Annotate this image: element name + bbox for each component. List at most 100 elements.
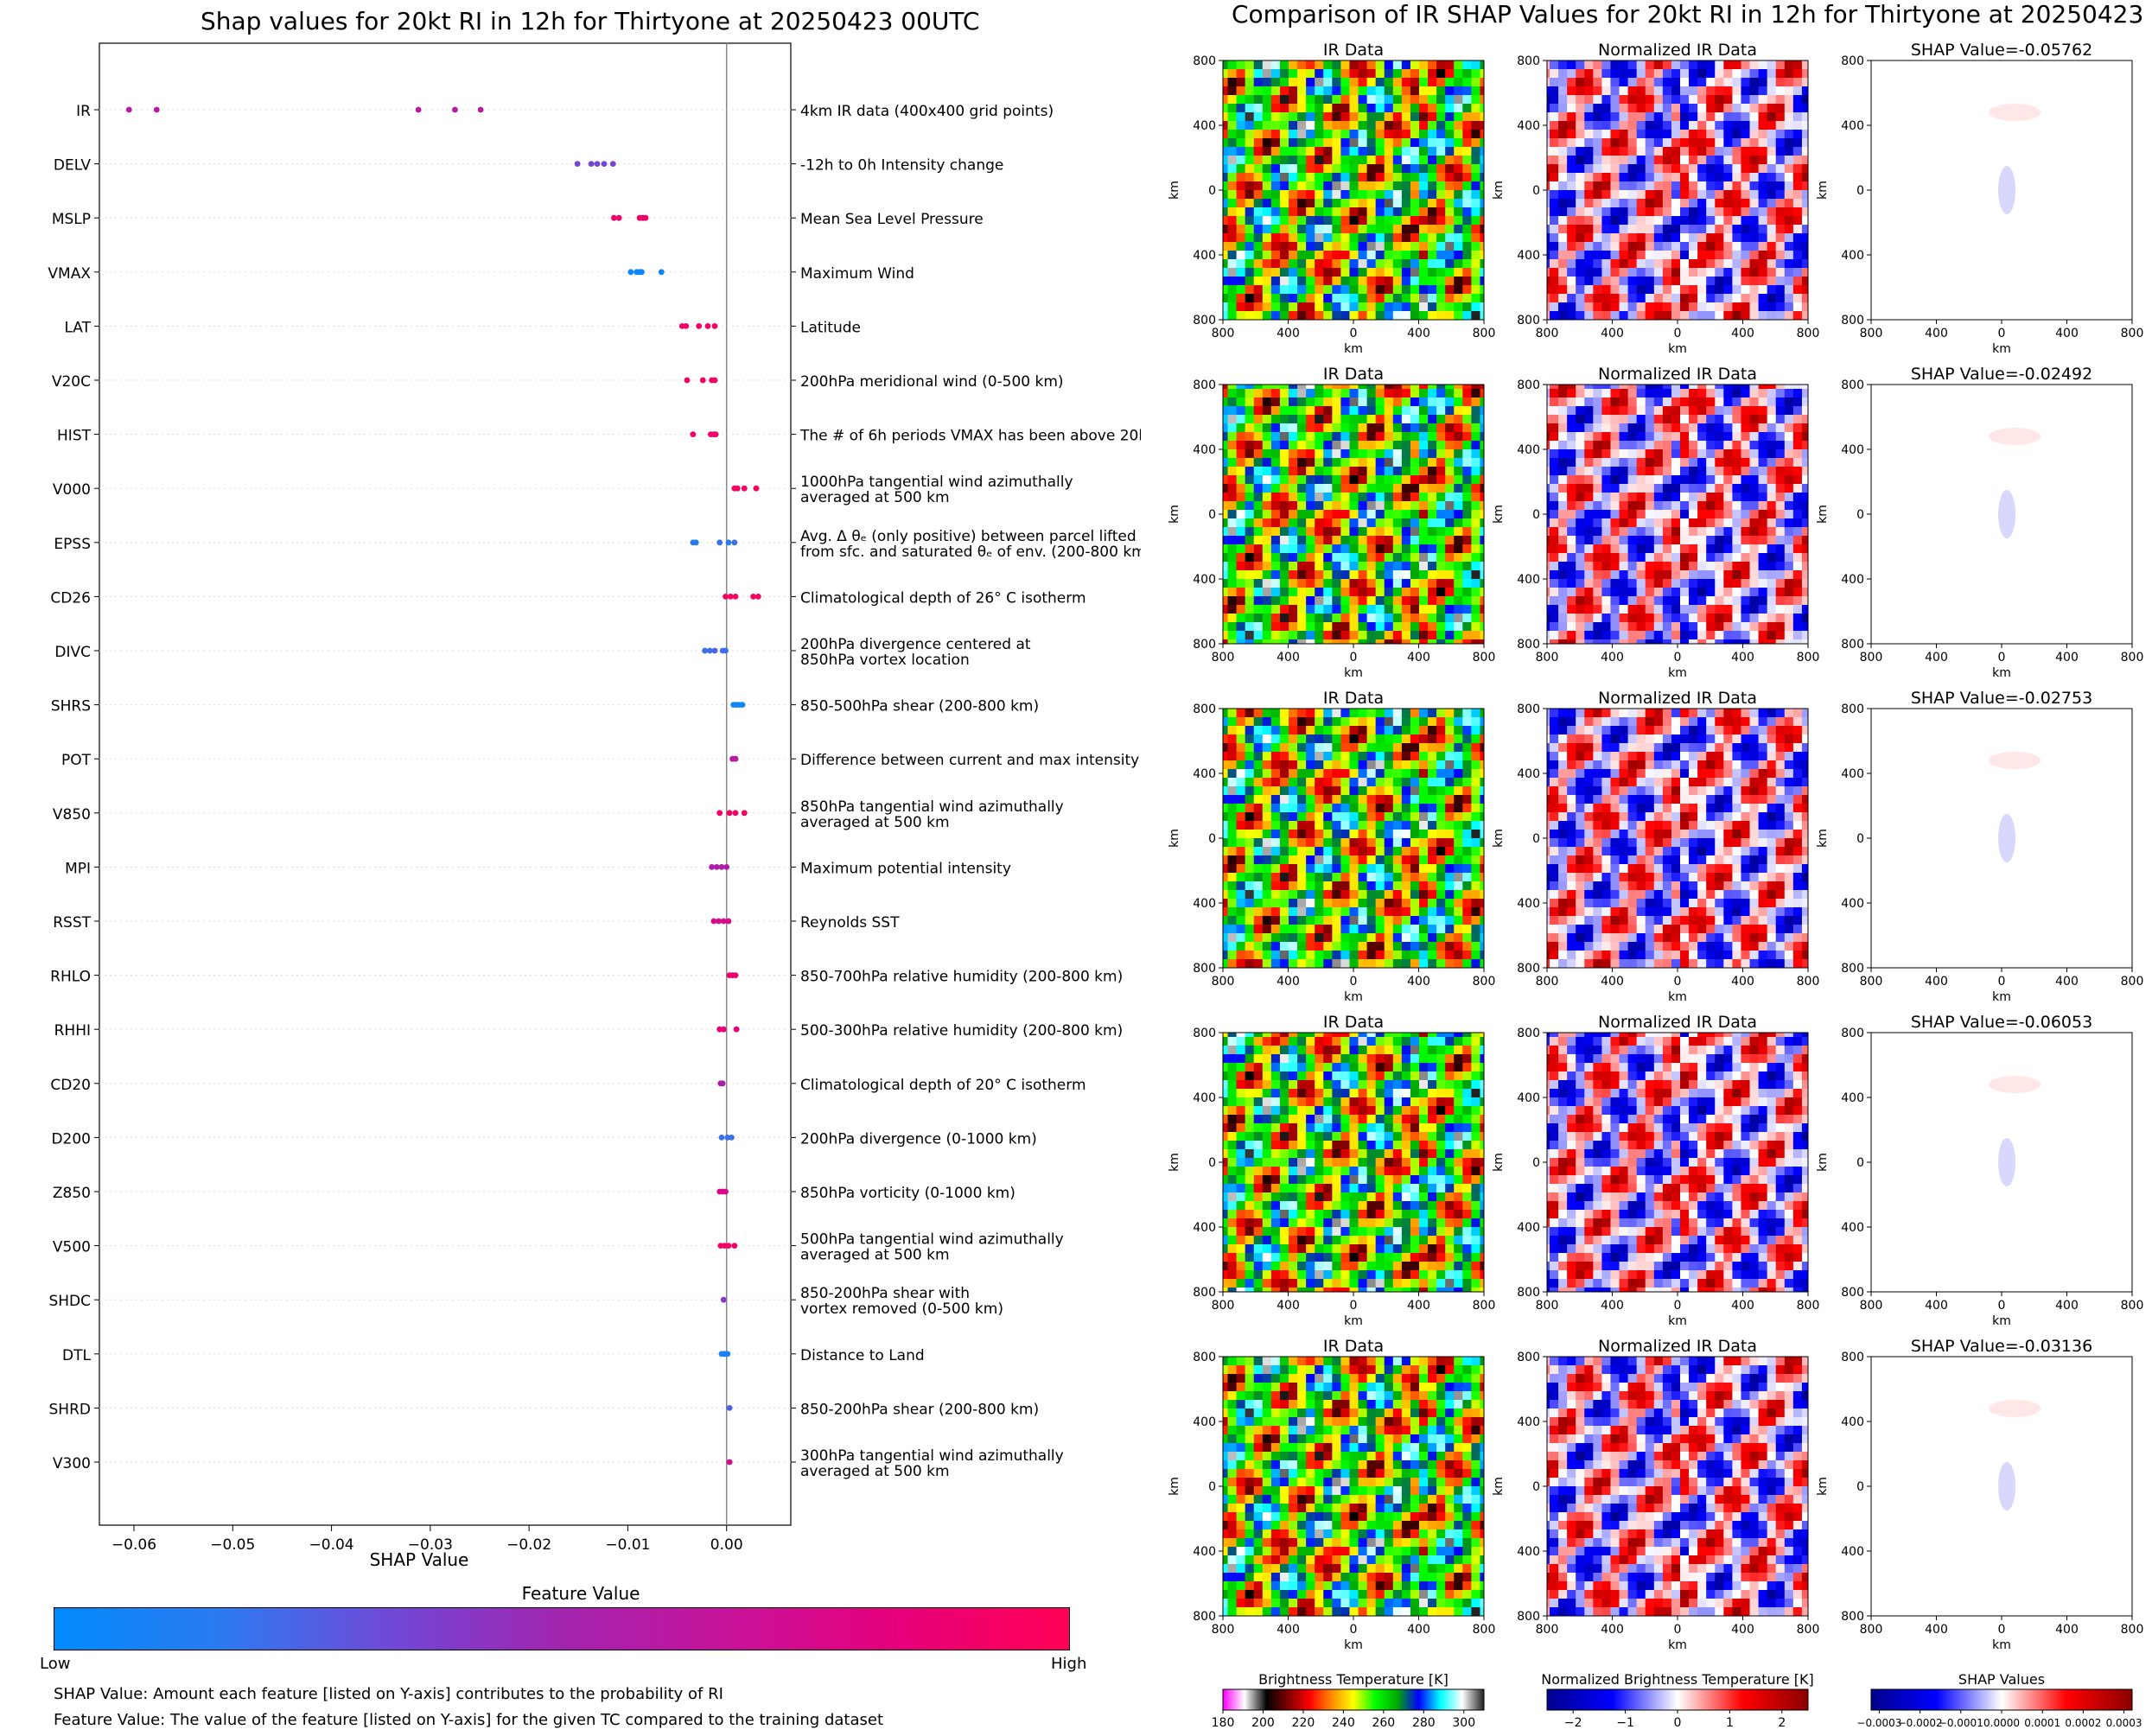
shap-blob — [1989, 1400, 2041, 1417]
shap-point — [658, 269, 665, 276]
y-tick-label: 0 — [1208, 1480, 1216, 1494]
colorbar-tick-label: 180 — [1212, 1716, 1235, 1730]
y-tick-label: 800 — [1841, 703, 1864, 716]
y-tick-label: 800 — [1841, 1351, 1864, 1364]
y-axis-label: km — [1168, 505, 1181, 524]
shap-point — [153, 106, 160, 113]
x-tick-label: 400 — [1925, 1299, 1948, 1313]
x-tick-label: 800 — [1536, 1623, 1559, 1637]
x-tick-label: 800 — [1473, 327, 1496, 340]
x-tick-label: 400 — [1601, 1623, 1624, 1637]
feature-description: 200hPa meridional wind (0-500 km) — [800, 373, 1064, 391]
y-tick-label: 800 — [1517, 54, 1540, 68]
y-tick-label: 800 — [1841, 1610, 1864, 1624]
shap-point — [729, 1135, 735, 1141]
shap-blob — [1989, 104, 2041, 121]
shap-blob — [1998, 490, 2016, 538]
x-tick-label: 800 — [1473, 651, 1496, 665]
ir-data-panel-title: IR Data — [1323, 41, 1384, 60]
ir-panel-grid: IR Data 800 800 400 400 0 0 400 400 800 800 km km Nor… — [1168, 41, 2144, 1730]
shap-point — [601, 161, 608, 168]
shap-blob — [1998, 1462, 2016, 1510]
y-tick-label: 800 — [1193, 1351, 1216, 1364]
y-tick-label: 800 — [1841, 54, 1864, 68]
shap-point — [609, 161, 616, 168]
y-tick-label: 400 — [1517, 443, 1540, 457]
x-axis-label: km — [1344, 990, 1363, 1004]
ir-data-image — [1222, 1356, 1485, 1617]
shap-value-panel-title: SHAP Value=-0.02492 — [1911, 365, 2092, 384]
shap-point — [684, 377, 691, 384]
y-tick-label: 0 — [1856, 508, 1864, 522]
x-axis-label: km — [1992, 1314, 2011, 1328]
x-tick-label: 0 — [1350, 1299, 1358, 1313]
feature-label: V300 — [53, 1455, 91, 1472]
x-axis-label: km — [1344, 342, 1363, 356]
normalized-ir-panel-title: Normalized IR Data — [1598, 1337, 1757, 1356]
shap-point — [750, 594, 756, 600]
shap-point — [415, 106, 422, 113]
x-tick-label: 400 — [1277, 1299, 1300, 1313]
colorbar-low-label: Low — [40, 1655, 71, 1673]
x-tick-label: −0.06 — [111, 1536, 156, 1554]
shap-point — [718, 1135, 725, 1141]
y-tick-label: 400 — [1841, 1221, 1864, 1235]
x-tick-label: 800 — [1860, 327, 1883, 340]
x-tick-label: 400 — [2055, 1299, 2079, 1313]
x-tick-label: 800 — [1797, 1299, 1820, 1313]
colorbar — [1222, 1688, 1485, 1711]
colorbar-title: SHAP Values — [1958, 1671, 2045, 1688]
y-tick-label: 400 — [1193, 1091, 1216, 1105]
feature-label: IR — [76, 103, 91, 120]
x-tick-label: 400 — [1731, 1299, 1754, 1313]
ir-data-image — [1222, 708, 1485, 969]
x-tick-label: 400 — [2055, 1623, 2079, 1637]
y-tick-label: 400 — [1193, 249, 1216, 263]
x-tick-label: 400 — [1601, 1299, 1624, 1313]
shap-point — [713, 864, 720, 870]
shap-point — [683, 323, 690, 329]
shap-value-panel-title: SHAP Value=-0.03136 — [1911, 1337, 2092, 1356]
feature-description: 4km IR data (400x400 grid points) — [800, 103, 1054, 120]
shap-point — [739, 702, 746, 708]
feature-description: Maximum Wind — [800, 265, 914, 283]
x-tick-label: 800 — [1860, 975, 1883, 989]
feature-label: SHDC — [48, 1293, 91, 1310]
y-tick-label: 0 — [1208, 184, 1216, 198]
colorbar-high-label: High — [1051, 1655, 1087, 1673]
shap-point — [720, 1026, 727, 1033]
feature-description: Difference between current and max inten… — [800, 752, 1139, 769]
feature-label: MSLP — [52, 211, 91, 228]
x-tick-label: 400 — [2055, 327, 2079, 340]
y-tick-label: 800 — [1517, 1351, 1540, 1364]
colorbar-tick-label: 260 — [1372, 1716, 1395, 1730]
x-tick-label: 400 — [1731, 651, 1754, 665]
y-tick-label: 400 — [1517, 767, 1540, 781]
x-tick-label: 0 — [1674, 651, 1682, 665]
shap-point — [723, 594, 729, 600]
x-tick-label: 400 — [1407, 651, 1430, 665]
shap-point — [726, 1459, 733, 1466]
y-tick-label: 400 — [1841, 1091, 1864, 1105]
shap-point — [718, 864, 725, 870]
y-tick-label: 400 — [1193, 1415, 1216, 1429]
feature-description: 200hPa divergence (0-1000 km) — [800, 1130, 1037, 1148]
x-axis-label: km — [1344, 1638, 1363, 1652]
x-axis-label: km — [1668, 1314, 1687, 1328]
y-tick-label: 800 — [1841, 1027, 1864, 1040]
shap-point — [723, 864, 730, 870]
feature-description: averaged at 500 km — [800, 1247, 950, 1264]
normalized-ir-panel-title: Normalized IR Data — [1598, 689, 1757, 708]
y-tick-label: 400 — [1193, 119, 1216, 133]
y-tick-label: 800 — [1517, 1027, 1540, 1040]
x-tick-label: 0 — [1998, 327, 2006, 340]
colorbar-tick-label: 300 — [1452, 1716, 1475, 1730]
x-tick-label: 0 — [1350, 327, 1358, 340]
x-tick-label: 800 — [1536, 327, 1559, 340]
x-tick-label: 0 — [1674, 1299, 1682, 1313]
x-tick-label: −0.03 — [408, 1536, 453, 1554]
shap-value-note: SHAP Value: Amount each feature [listed … — [54, 1685, 723, 1703]
x-axis-label: km — [1668, 1638, 1687, 1652]
x-tick-label: 800 — [1536, 1299, 1559, 1313]
x-tick-label: 800 — [2121, 1623, 2144, 1637]
